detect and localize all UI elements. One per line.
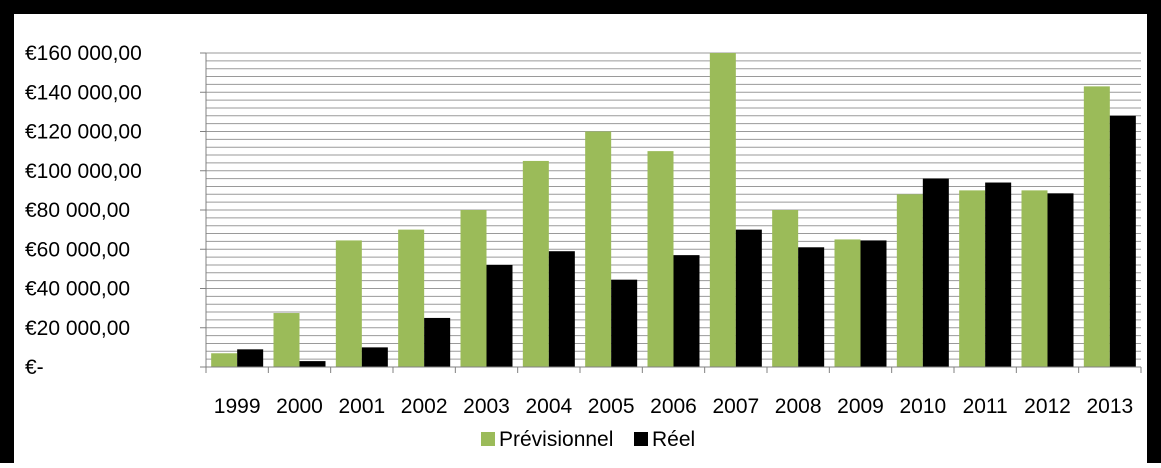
bar-previsionnel-2013 <box>1083 86 1110 368</box>
y-tick-label: €60 000,00 <box>25 238 130 261</box>
legend-label-reel: Réel <box>652 428 695 451</box>
x-tick-labels: 1999 2000 2001 2002 2003 2004 2005 2006 2007 2008… <box>214 395 1133 418</box>
x-tick-label: 2000 <box>276 395 323 418</box>
y-tick-label: €40 000,00 <box>25 278 130 301</box>
x-tick-label: 2001 <box>338 395 385 418</box>
bar-reel-2010 <box>922 178 949 367</box>
bar-previsionnel-2007 <box>709 53 736 367</box>
x-tick-label: 2006 <box>650 395 697 418</box>
legend-label-previsionnel: Prévisionnel <box>499 428 613 451</box>
y-tick-label: €140 000,00 <box>25 81 142 104</box>
axes <box>200 52 1142 373</box>
bar-previsionnel-2004 <box>522 160 549 367</box>
x-tick-label: 2007 <box>712 395 759 418</box>
legend-swatch-reel <box>634 432 648 446</box>
bar-previsionnel-2010 <box>896 194 923 367</box>
x-tick-label: 2013 <box>1086 395 1133 418</box>
x-tick-label: 2003 <box>463 395 510 418</box>
x-tick-label: 2004 <box>525 395 572 418</box>
bar-reel-2007 <box>735 229 762 367</box>
bar-previsionnel-2000 <box>273 313 300 367</box>
bar-previsionnel-2012 <box>1021 190 1048 367</box>
y-tick-label: €160 000,00 <box>25 42 142 65</box>
bar-reel-2003 <box>486 264 513 367</box>
bars <box>211 53 1136 368</box>
bar-reel-2005 <box>611 279 638 367</box>
bar-previsionnel-2006 <box>647 151 674 367</box>
bar-previsionnel-2001 <box>335 240 362 367</box>
bar-reel-2000 <box>299 361 326 367</box>
y-tick-label: €20 000,00 <box>25 317 130 340</box>
x-tick-label: 2010 <box>899 395 946 418</box>
bar-chart: €- €20 000,00 €40 000,00 €60 000,00 €80 000,… <box>25 42 1142 451</box>
bar-previsionnel-1999 <box>211 353 238 367</box>
bar-reel-2002 <box>424 317 451 367</box>
bar-reel-2012 <box>1047 193 1074 367</box>
bar-previsionnel-2011 <box>959 190 986 367</box>
bar-reel-1999 <box>237 349 264 367</box>
bar-reel-2011 <box>985 182 1012 367</box>
bar-previsionnel-2002 <box>398 229 425 367</box>
y-tick-label: €- <box>25 356 44 379</box>
x-tick-label: 1999 <box>214 395 261 418</box>
x-tick-label: 2012 <box>1024 395 1071 418</box>
legend: Prévisionnel Réel <box>481 428 695 451</box>
bar-previsionnel-2008 <box>772 210 799 367</box>
y-tick-label: €100 000,00 <box>25 160 142 183</box>
x-tick-label: 2011 <box>963 395 1008 418</box>
x-tick-label: 2002 <box>401 395 448 418</box>
legend-swatch-previsionnel <box>481 432 495 446</box>
bar-previsionnel-2003 <box>460 210 487 367</box>
y-tick-label: €120 000,00 <box>25 121 142 144</box>
bar-reel-2013 <box>1109 115 1136 367</box>
bar-reel-2001 <box>361 347 388 367</box>
y-tick-label: €80 000,00 <box>25 199 130 222</box>
bar-reel-2008 <box>798 247 825 367</box>
x-tick-label: 2009 <box>837 395 884 418</box>
bar-previsionnel-2005 <box>585 131 612 367</box>
bar-previsionnel-2009 <box>834 239 861 367</box>
x-tick-label: 2005 <box>588 395 635 418</box>
bar-reel-2006 <box>673 255 700 367</box>
y-tick-labels: €- €20 000,00 €40 000,00 €60 000,00 €80 000,… <box>25 42 142 379</box>
x-tick-label: 2008 <box>775 395 822 418</box>
bar-reel-2009 <box>860 240 887 367</box>
bar-reel-2004 <box>548 251 575 367</box>
